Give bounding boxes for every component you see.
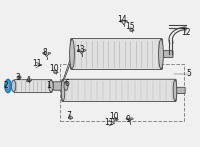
FancyBboxPatch shape: [70, 39, 163, 70]
Text: 2: 2: [3, 81, 8, 91]
Ellipse shape: [126, 118, 128, 120]
Text: 10: 10: [109, 112, 119, 121]
Ellipse shape: [120, 20, 122, 22]
Ellipse shape: [78, 49, 80, 51]
Ellipse shape: [48, 52, 51, 54]
Ellipse shape: [70, 39, 74, 69]
Text: 7: 7: [67, 111, 71, 120]
Bar: [60, 64, 184, 121]
Ellipse shape: [130, 29, 134, 32]
FancyBboxPatch shape: [53, 82, 71, 90]
FancyBboxPatch shape: [62, 79, 176, 102]
Text: 12: 12: [181, 28, 191, 37]
Text: 9: 9: [126, 115, 130, 124]
Ellipse shape: [17, 76, 21, 79]
Text: 1: 1: [47, 81, 51, 90]
Ellipse shape: [54, 71, 58, 74]
FancyBboxPatch shape: [176, 87, 185, 93]
Ellipse shape: [68, 116, 72, 119]
FancyBboxPatch shape: [163, 51, 173, 57]
Ellipse shape: [28, 79, 31, 81]
Ellipse shape: [5, 79, 11, 93]
Text: 5: 5: [187, 69, 191, 78]
Ellipse shape: [114, 118, 118, 121]
Ellipse shape: [64, 82, 68, 90]
Text: 10: 10: [49, 64, 59, 73]
Ellipse shape: [6, 83, 10, 89]
Text: 13: 13: [75, 45, 85, 55]
Ellipse shape: [61, 80, 65, 101]
Ellipse shape: [49, 80, 53, 92]
Text: 6: 6: [65, 78, 69, 88]
Text: 11: 11: [32, 59, 42, 69]
Ellipse shape: [11, 80, 16, 92]
FancyBboxPatch shape: [14, 80, 52, 93]
Ellipse shape: [83, 49, 86, 51]
Text: 8: 8: [43, 48, 47, 57]
Text: 15: 15: [125, 22, 135, 31]
Text: 4: 4: [26, 76, 30, 85]
Ellipse shape: [125, 20, 127, 22]
Ellipse shape: [159, 39, 163, 69]
Ellipse shape: [131, 118, 133, 120]
Text: 11: 11: [104, 117, 114, 127]
Text: 14: 14: [117, 15, 127, 24]
Text: 3: 3: [15, 73, 20, 82]
Ellipse shape: [173, 80, 177, 101]
Ellipse shape: [43, 52, 45, 54]
